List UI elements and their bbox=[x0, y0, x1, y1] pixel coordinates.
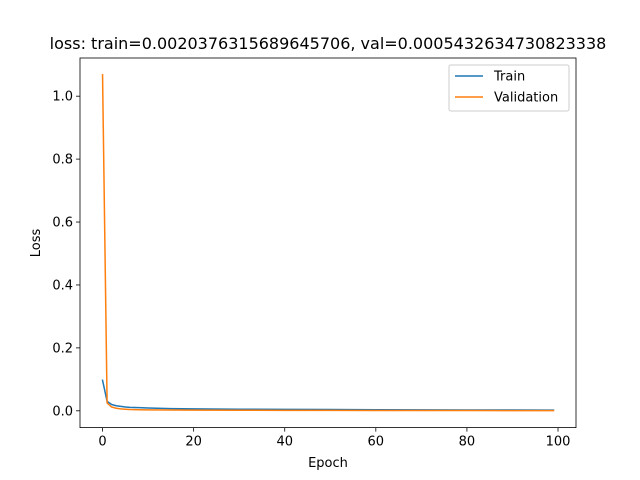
x-tick-label: 20 bbox=[185, 435, 202, 450]
y-axis-label: Loss bbox=[29, 229, 44, 258]
validation-loss-line bbox=[101, 74, 555, 412]
x-tick-label: 80 bbox=[459, 435, 476, 450]
y-tick-label: 0.6 bbox=[52, 216, 73, 231]
y-tick-label: 0.2 bbox=[52, 341, 73, 356]
x-tick-label: 0 bbox=[98, 435, 106, 450]
x-tick-label: 40 bbox=[276, 435, 293, 450]
y-tick-label: 0.0 bbox=[52, 404, 73, 419]
x-tick-label: 100 bbox=[546, 435, 571, 450]
legend: Train Validation bbox=[448, 64, 570, 112]
y-tick-label: 0.8 bbox=[52, 153, 73, 168]
axis-ticks: 0 20 40 60 80 100 0.0 0.2 0.4 0.6 0.8 1.0 bbox=[52, 90, 570, 450]
legend-train-label: Train bbox=[493, 70, 525, 85]
y-tick-label: 1.0 bbox=[52, 90, 73, 105]
chart-title: loss: train=0.0020376315689645706, val=0… bbox=[50, 34, 607, 53]
x-tick-label: 60 bbox=[368, 435, 385, 450]
legend-validation-label: Validation bbox=[494, 91, 558, 106]
axes-frame bbox=[79, 57, 577, 429]
plot-area bbox=[101, 74, 555, 412]
x-axis-label: Epoch bbox=[308, 456, 348, 471]
y-tick-label: 0.4 bbox=[52, 278, 73, 293]
